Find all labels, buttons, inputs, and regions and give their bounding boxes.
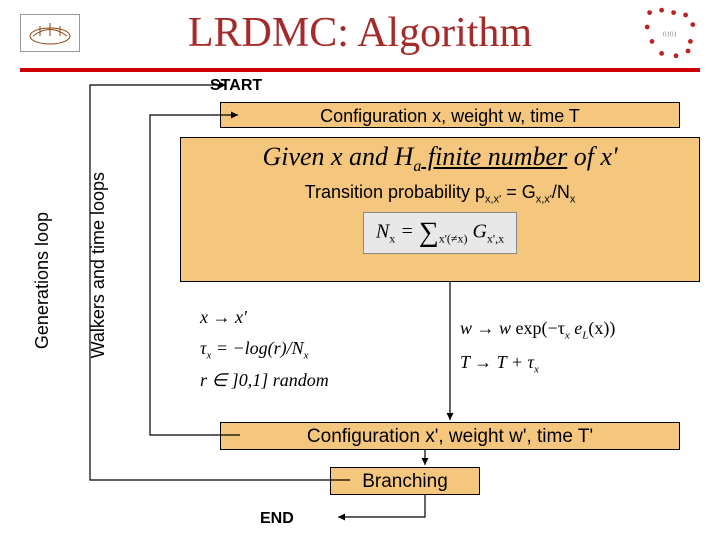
nx-l: N	[376, 220, 389, 242]
nx-rs: x',x	[487, 231, 504, 245]
given-box: Given x and Ha finite number of x' Trans…	[180, 137, 700, 282]
given-title: Given x and Ha finite number of x'	[181, 138, 699, 180]
header: LRDMC: Algorithm 0101	[0, 0, 720, 66]
fl2: τx = −log(r)/Nx	[200, 333, 329, 365]
fr1m: exp(−τ	[516, 318, 565, 338]
diagram-area: START END Generations loop Walkers and t…	[0, 72, 720, 532]
fr1po: (x))	[588, 318, 615, 338]
start-label: START	[210, 77, 262, 95]
sum-icon: ∑	[419, 217, 439, 248]
tp-s3: x	[570, 194, 576, 206]
nx-ss: x'(≠x)	[439, 231, 468, 245]
fl1: x → x'	[200, 302, 329, 333]
config-final-box: Configuration x', weight w', time T'	[220, 422, 680, 450]
fr2p: T → T + τ	[460, 352, 534, 372]
branching-box: Branching	[330, 467, 480, 495]
page-title: LRDMC: Algorithm	[95, 9, 625, 57]
tp-post: /N	[552, 182, 570, 202]
formula-left-block: x → x' τx = −log(r)/Nx r ∈ ]0,1] random	[200, 302, 329, 395]
fr1p: w → w	[460, 318, 516, 338]
tp-s1: x,x'	[485, 194, 501, 206]
nx-r: G	[472, 220, 486, 242]
walkers-loop-label: Walkers and time loops	[88, 172, 109, 358]
logo-right-icon: 0101	[640, 8, 700, 58]
formula-right-block: w → w exp(−τx eL(x)) T → T + τx	[460, 312, 615, 381]
given-post: of x'	[567, 142, 617, 171]
tp-mid: = G	[501, 182, 536, 202]
svg-text:0101: 0101	[663, 31, 678, 39]
end-label: END	[260, 510, 294, 528]
logo-left-icon	[20, 14, 80, 52]
fl3: r ∈ ]0,1] random	[200, 365, 329, 396]
fl2s2: x	[304, 349, 309, 361]
fr2s: x	[534, 364, 539, 376]
nx-formula: Nx = ∑x'(≠x) Gx',x	[363, 212, 517, 254]
fr1m2: e	[570, 318, 583, 338]
fr1: w → w exp(−τx eL(x))	[460, 312, 615, 346]
nx-eq: =	[395, 220, 419, 242]
generations-loop-label: Generations loop	[32, 212, 53, 349]
fr2: T → T + τx	[460, 346, 615, 380]
transition-prob: Transition probability px,x' = Gx,x'/Nx	[181, 180, 699, 212]
given-pre: Given x and H	[262, 142, 413, 171]
config-initial-box: Configuration x, weight w, time T	[220, 102, 680, 128]
given-u: finite number	[421, 142, 567, 171]
tp-pre: Transition probability p	[305, 182, 485, 202]
tp-s2: x,x'	[536, 194, 552, 206]
fl2po: = −log(r)/N	[211, 338, 303, 358]
